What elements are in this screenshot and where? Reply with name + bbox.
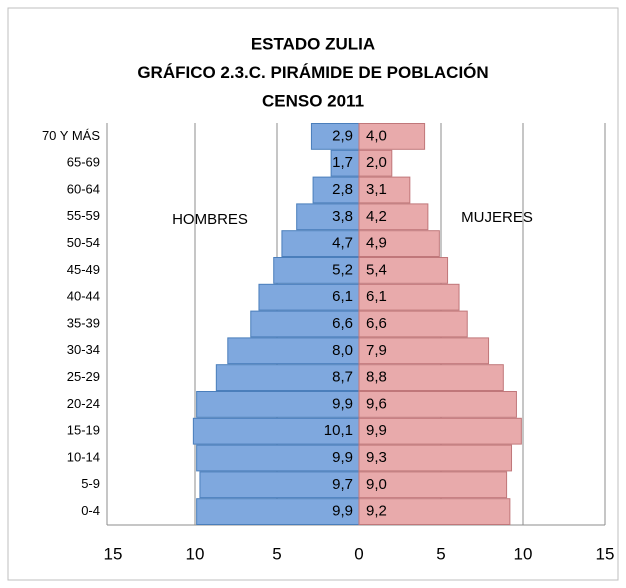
value-label: 6,1 [332,288,353,305]
bar [227,337,360,365]
value-label: 9,0 [366,476,387,493]
bar [192,417,360,445]
value-label: 8,7 [332,369,353,386]
y-tick-label: 60-64 [67,181,100,196]
bar [358,471,508,499]
bar [215,364,360,392]
x-tick-label: 0 [354,544,363,563]
x-tick-label: 5 [436,544,445,563]
y-tick-label: 30-34 [67,342,100,357]
y-tick-label: 40-44 [67,289,100,304]
value-label: 9,9 [366,422,387,439]
y-tick-label: 10-14 [67,449,100,464]
bar [196,391,360,418]
bar [196,444,360,472]
y-tick-label: 35-39 [67,315,100,330]
value-label: 1,7 [332,154,353,171]
bar [358,417,522,445]
value-label: 3,8 [332,208,353,225]
value-label: 9,6 [366,395,387,412]
value-label: 9,9 [332,503,353,520]
bar [296,203,360,231]
bar [273,257,360,284]
bar [358,149,393,177]
bar [358,203,429,231]
series-label: MUJERES [461,209,533,226]
value-label: 5,2 [332,261,353,278]
chart-title: ESTADO ZULIA [251,34,375,53]
value-label: 4,0 [366,127,387,144]
value-label: 2,9 [332,127,353,144]
x-tick-label: 15 [104,544,123,563]
value-label: 6,6 [366,315,387,332]
y-tick-label: 45-49 [67,262,100,277]
value-label: 5,4 [366,261,387,278]
y-tick-label: 50-54 [67,235,100,250]
value-label: 4,7 [332,235,353,252]
value-label: 8,8 [366,369,387,386]
value-label: 7,9 [366,342,387,359]
value-label: 9,3 [366,449,387,466]
value-label: 10,1 [324,422,353,439]
bar [358,391,517,418]
value-label: 6,6 [332,315,353,332]
value-label: 3,1 [366,181,387,198]
value-label: 6,1 [366,288,387,305]
value-label: 9,2 [366,503,387,520]
y-tick-label: 55-59 [67,208,100,223]
bar [358,337,490,365]
value-label: 2,8 [332,181,353,198]
bar [358,176,411,204]
value-label: 8,0 [332,342,353,359]
bar [258,283,360,311]
bar [250,310,360,338]
value-label: 4,9 [366,235,387,252]
x-tick-label: 15 [596,544,615,563]
bar [358,444,513,472]
bar [312,176,360,204]
bar [358,498,511,526]
value-label: 9,9 [332,395,353,412]
bar [358,123,426,150]
y-tick-label: 65-69 [67,155,100,170]
bar [358,230,440,257]
x-tick-label: 5 [272,544,281,563]
bar [358,364,504,392]
value-label: 2,0 [366,154,387,171]
bar [358,257,449,284]
y-tick-label: 15-19 [67,423,100,438]
y-tick-label: 20-24 [67,396,100,411]
bar [310,123,360,150]
x-tick-label: 10 [186,544,205,563]
bar [358,310,468,338]
bar [199,471,360,499]
y-tick-label: 5-9 [81,476,100,491]
y-tick-label: 25-29 [67,369,100,384]
bar [358,283,460,311]
x-tick-label: 10 [514,544,533,563]
series-label: HOMBRES [172,211,248,228]
value-label: 4,2 [366,208,387,225]
value-label: 9,9 [332,449,353,466]
value-label: 9,7 [332,476,353,493]
y-tick-label: 0-4 [81,503,100,518]
y-tick-label: 70 Y MÁS [42,128,100,143]
chart-title: GRÁFICO 2.3.C. PIRÁMIDE DE POBLACIÓN [137,63,488,82]
bar [196,498,360,526]
chart-title: CENSO 2011 [262,91,364,110]
